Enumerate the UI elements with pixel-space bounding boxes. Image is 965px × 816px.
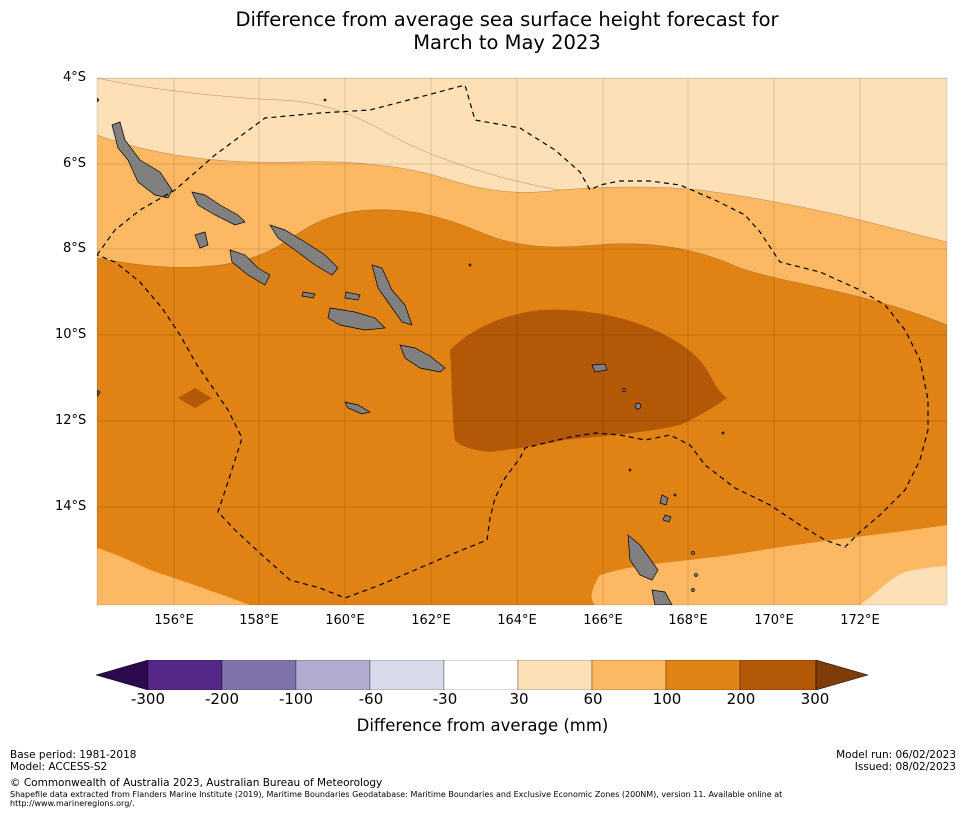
lat-label-8s: 8°S [63, 241, 87, 256]
lon-label-172e: 172°E [840, 613, 880, 628]
sea-level-map [96, 77, 948, 606]
colorbar-tick: 30 [509, 690, 529, 708]
anomaly-band-200-300-west [178, 388, 212, 408]
lat-label-10s: 10°S [55, 327, 87, 342]
colorbar [96, 660, 869, 690]
lat-label-4s: 4°S [63, 70, 87, 85]
makira-island [399, 344, 446, 373]
title-line-2: March to May 2023 [413, 31, 601, 54]
lon-label-156e: 156°E [154, 613, 194, 628]
issued-text: Issued: 08/02/2023 [854, 761, 956, 773]
colorbar-bin [295, 660, 371, 690]
map-frame [96, 77, 948, 606]
shapefile-url-link[interactable]: http://www.marineregions.org/. [10, 799, 135, 808]
colorbar-bin [147, 660, 223, 690]
colorbar-tick: 200 [726, 690, 756, 708]
lon-label-162e: 162°E [411, 613, 451, 628]
lon-label-168e: 168°E [668, 613, 708, 628]
lat-label-12s: 12°S [55, 413, 87, 428]
colorbar-tick: 100 [652, 690, 682, 708]
colorbar-tick: 300 [800, 690, 830, 708]
colorbar-tick: -100 [278, 690, 314, 708]
malaita-island [371, 264, 413, 326]
shapefile-credit: Shapefile data extracted from Flanders M… [10, 790, 783, 799]
colorbar-bin [739, 660, 817, 690]
model-text: Model: ACCESS-S2 [10, 761, 108, 773]
eez-boundary [97, 84, 929, 599]
lon-label-166e: 166°E [583, 613, 623, 628]
chart-title: Difference from average sea surface heig… [0, 8, 965, 54]
colorbar-label: Difference from average (mm) [356, 716, 609, 735]
lon-label-170e: 170°E [754, 613, 794, 628]
lat-label-14s: 14°S [55, 499, 87, 514]
colorbar-bin [591, 660, 667, 690]
lon-label-160e: 160°E [325, 613, 365, 628]
colorbar-tick: 60 [583, 690, 603, 708]
colorbar-bin [665, 660, 741, 690]
anomaly-band-200-300 [450, 309, 727, 452]
graticule [97, 78, 947, 605]
colorbar-tick: -200 [204, 690, 240, 708]
new-georgia-island [229, 249, 271, 286]
colorbar-tick: -60 [358, 690, 384, 708]
anomaly-band-30-60-south [860, 566, 947, 605]
lat-label-6s: 6°S [63, 156, 87, 171]
colorbar-bin [443, 660, 519, 690]
map-panel: 4°S 6°S 8°S 10°S 12°S 14°S 156°E 158°E 1… [55, 70, 948, 628]
colorbar-bin [517, 660, 593, 690]
land-masses [97, 97, 725, 605]
colorbar-bin [369, 660, 445, 690]
lon-label-164e: 164°E [497, 613, 537, 628]
colorbar-extend-low [96, 660, 149, 690]
espiritu-santo-island [627, 534, 659, 581]
guadalcanal-island [327, 307, 386, 331]
copyright-text: © Commonwealth of Australia 2023, Austra… [10, 777, 383, 789]
colorbar-extend-high [815, 660, 869, 690]
lon-label-158e: 158°E [239, 613, 279, 628]
santa-isabel-island [269, 224, 339, 276]
colorbar-bin [221, 660, 297, 690]
model-run-text: Model run: 06/02/2023 [836, 749, 956, 761]
title-line-1: Difference from average sea surface heig… [235, 8, 779, 31]
choiseul-island [191, 191, 246, 226]
bougainville-island [111, 121, 173, 199]
base-period-text: Base period: 1981-2018 [10, 749, 137, 761]
colorbar-tick: -30 [432, 690, 458, 708]
colorbar-tick: -300 [130, 690, 166, 708]
